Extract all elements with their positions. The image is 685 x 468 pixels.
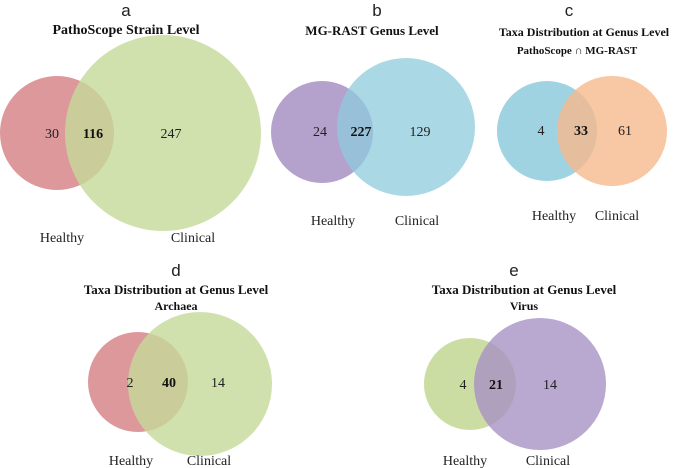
panel-c-subtitle: PathoScope ∩ MG-RAST bbox=[517, 45, 638, 57]
panel-b-clinical-label: Clinical bbox=[395, 214, 439, 229]
panel-a-healthy-label: Healthy bbox=[40, 231, 84, 246]
panel-a-clinical-only: 247 bbox=[161, 127, 182, 142]
panel-a-overlap: 116 bbox=[83, 127, 103, 142]
panel-e-clinical-circle bbox=[474, 318, 606, 450]
panel-e-title: Taxa Distribution at Genus Level bbox=[432, 282, 617, 297]
panel-d-clinical-only: 14 bbox=[211, 376, 225, 391]
panel-a-healthy-only: 30 bbox=[45, 127, 59, 142]
panel-b-healthy-label: Healthy bbox=[311, 214, 355, 229]
panel-c-letter: c bbox=[565, 1, 574, 20]
panel-e-healthy-label: Healthy bbox=[443, 454, 487, 468]
panel-a-letter: a bbox=[121, 1, 131, 20]
panel-d: d Taxa Distribution at Genus Level Archa… bbox=[84, 261, 272, 468]
panel-d-subtitle: Archaea bbox=[154, 299, 197, 313]
panel-b: b MG-RAST Genus Level 24 227 129 Healthy… bbox=[271, 1, 475, 229]
panel-e-clinical-label: Clinical bbox=[526, 454, 570, 468]
panel-c-overlap: 33 bbox=[574, 124, 588, 139]
panel-d-overlap: 40 bbox=[162, 376, 176, 391]
panel-c-healthy-label: Healthy bbox=[532, 209, 576, 224]
panel-b-healthy-only: 24 bbox=[313, 125, 327, 140]
panel-c-clinical-label: Clinical bbox=[595, 209, 639, 224]
panel-e-clinical-only: 14 bbox=[543, 378, 557, 393]
panel-b-title: MG-RAST Genus Level bbox=[305, 23, 439, 38]
panel-c: c Taxa Distribution at Genus Level Patho… bbox=[497, 1, 670, 224]
panel-c-clinical-only: 61 bbox=[618, 124, 632, 139]
panel-d-clinical-circle bbox=[128, 312, 272, 456]
panel-a-clinical-label: Clinical bbox=[171, 231, 215, 246]
panel-a-clinical-circle bbox=[65, 35, 261, 231]
panel-d-clinical-label: Clinical bbox=[187, 454, 231, 468]
panel-e-healthy-only: 4 bbox=[460, 378, 467, 393]
panel-e-letter: e bbox=[509, 261, 518, 280]
panel-d-letter: d bbox=[171, 261, 180, 280]
panel-a: a PathoScope Strain Level 30 116 247 Hea… bbox=[0, 1, 261, 246]
panel-c-clinical-circle bbox=[557, 76, 667, 186]
panel-b-clinical-circle bbox=[337, 58, 475, 196]
panel-e: e Taxa Distribution at Genus Level Virus… bbox=[424, 261, 617, 468]
panel-b-overlap: 227 bbox=[351, 125, 372, 140]
panel-a-title: PathoScope Strain Level bbox=[53, 23, 200, 38]
panel-b-clinical-only: 129 bbox=[410, 125, 431, 140]
panel-d-healthy-label: Healthy bbox=[109, 454, 153, 468]
panel-c-healthy-only: 4 bbox=[538, 124, 545, 139]
panel-d-healthy-only: 2 bbox=[127, 376, 134, 391]
panel-e-subtitle: Virus bbox=[510, 299, 539, 313]
panel-e-overlap: 21 bbox=[489, 378, 503, 393]
panel-d-title: Taxa Distribution at Genus Level bbox=[84, 282, 269, 297]
panel-c-title: Taxa Distribution at Genus Level bbox=[499, 25, 670, 39]
panel-b-letter: b bbox=[372, 1, 381, 20]
